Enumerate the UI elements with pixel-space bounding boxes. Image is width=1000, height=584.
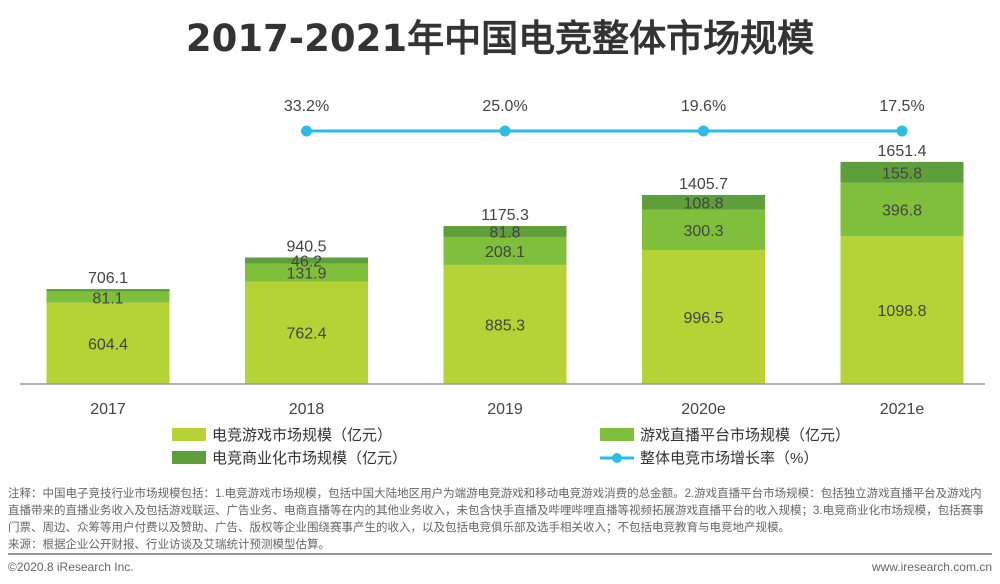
bar-segment-2 [245,257,368,264]
total-label: 706.1 [88,270,128,287]
legend-swatch [172,451,206,464]
growth-label: 25.0% [482,98,527,115]
footnote: 注释：中国电子竞技行业市场规模包括：1.电竞游戏市场规模，包括中国大陆地区用户为… [8,486,993,554]
growth-label: 17.5% [879,98,924,115]
legend-item-line: 整体电竞市场增长率（%） [600,447,818,468]
total-label: 1651.4 [878,143,927,160]
legend-line-marker [600,452,634,463]
data-label: 300.3 [683,223,723,240]
data-label: 762.4 [286,326,326,343]
x-tick-label: 2017 [90,401,126,418]
source-text: 来源：根据企业公开财报、行业访谈及艾瑞统计预测模型估算。 [8,539,330,551]
x-tick-label: 2020e [681,401,726,418]
bar-segment-0 [46,302,170,384]
legend-item-1: 游戏直播平台市场规模（亿元） [600,424,850,445]
x-tick-label: 2018 [289,401,325,418]
bar-segment-2 [443,225,567,237]
data-label: 604.4 [88,336,128,353]
legend-swatch [600,428,634,441]
bar-segment-0 [642,249,765,384]
legend-label: 整体电竞市场增长率（%） [640,450,819,467]
total-label: 940.5 [286,239,326,256]
data-label: 396.8 [882,203,922,220]
growth-point [896,125,908,137]
bar-segment-1 [642,209,765,250]
data-label: 996.5 [683,310,723,327]
bar-segment-2 [642,194,765,210]
total-label: 1405.7 [679,176,728,193]
growth-point [698,125,709,137]
data-label: 155.8 [882,165,922,182]
copyright: ©2020.8 iResearch Inc. [8,560,134,574]
bar-segment-0 [245,281,368,384]
x-tick-label: 2021e [880,401,925,418]
growth-label: 19.6% [681,98,726,115]
chart-title: 2017-2021年中国电竞整体市场规模 [185,17,815,60]
bar-segment-1 [840,182,964,237]
total-label: 1175.3 [481,207,529,224]
data-label: 131.9 [286,266,326,283]
note-text: 注释：中国电子竞技行业市场规模包括：1.电竞游戏市场规模，包括中国大陆地区用户为… [8,488,984,534]
bar-segment-1 [443,236,567,265]
data-label: 1098.8 [878,303,927,320]
bar-segment-2 [840,161,964,183]
data-label: 46.2 [291,254,322,271]
bar-segment-2 [46,289,170,292]
growth-point [499,125,511,137]
data-label: 885.3 [485,317,525,334]
legend-label: 电竞游戏市场规模（亿元） [212,427,393,444]
legend-item-0: 电竞游戏市场规模（亿元） [172,424,392,445]
bar-segment-1 [245,263,368,282]
growth-point [301,125,312,137]
x-tick-label: 2019 [487,401,523,418]
legend-label: 电竞商业化市场规模（亿元） [212,450,408,467]
bar-segment-0 [443,264,567,384]
bar-segment-1 [46,291,170,303]
legend-swatch [172,428,206,441]
growth-label: 33.2% [284,98,329,115]
website: www.iresearch.com.cn [871,560,992,574]
bar-segment-0 [840,236,964,384]
divider [8,553,992,555]
data-label: 81.8 [489,224,520,241]
data-label: 81.1 [92,290,123,307]
legend-item-2: 电竞商业化市场规模（亿元） [172,447,407,468]
data-label: 208.1 [485,244,525,261]
data-label: 108.8 [683,195,723,212]
legend-label: 游戏直播平台市场规模（亿元） [640,427,851,444]
